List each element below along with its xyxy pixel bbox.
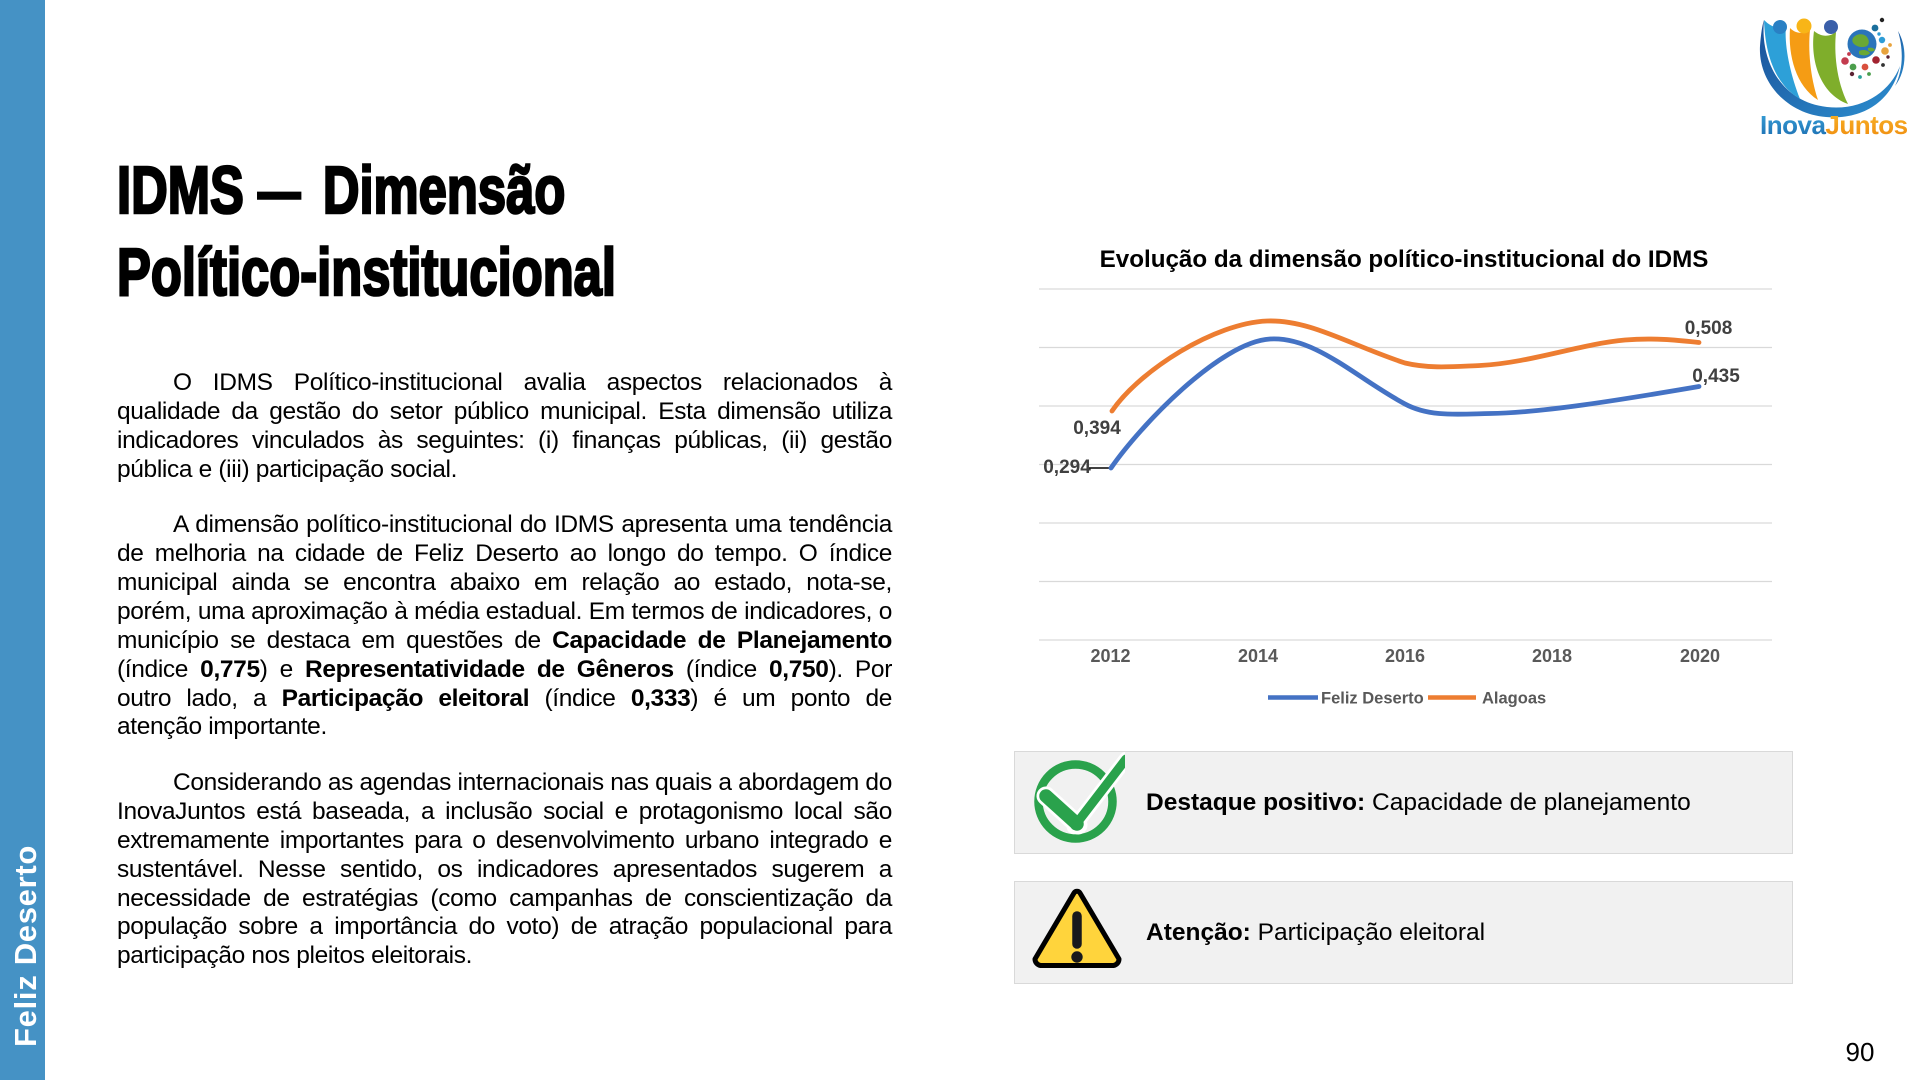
- svg-text:0,508: 0,508: [1685, 318, 1733, 339]
- svg-text:0,435: 0,435: [1692, 366, 1740, 387]
- svg-text:2020: 2020: [1680, 646, 1720, 666]
- svg-text:2014: 2014: [1238, 646, 1278, 666]
- svg-text:0,394: 0,394: [1073, 418, 1121, 439]
- svg-text:2016: 2016: [1385, 646, 1425, 666]
- svg-text:0,294: 0,294: [1043, 457, 1091, 478]
- svg-text:2012: 2012: [1090, 646, 1130, 666]
- svg-text:2018: 2018: [1532, 646, 1572, 666]
- svg-text:Alagoas: Alagoas: [1482, 690, 1546, 708]
- svg-text:Evolução da dimensão político-: Evolução da dimensão político-institucio…: [1100, 246, 1709, 273]
- svg-text:InovaJuntos: InovaJuntos: [1760, 110, 1908, 140]
- svg-text:Feliz Deserto: Feliz Deserto: [1321, 690, 1424, 708]
